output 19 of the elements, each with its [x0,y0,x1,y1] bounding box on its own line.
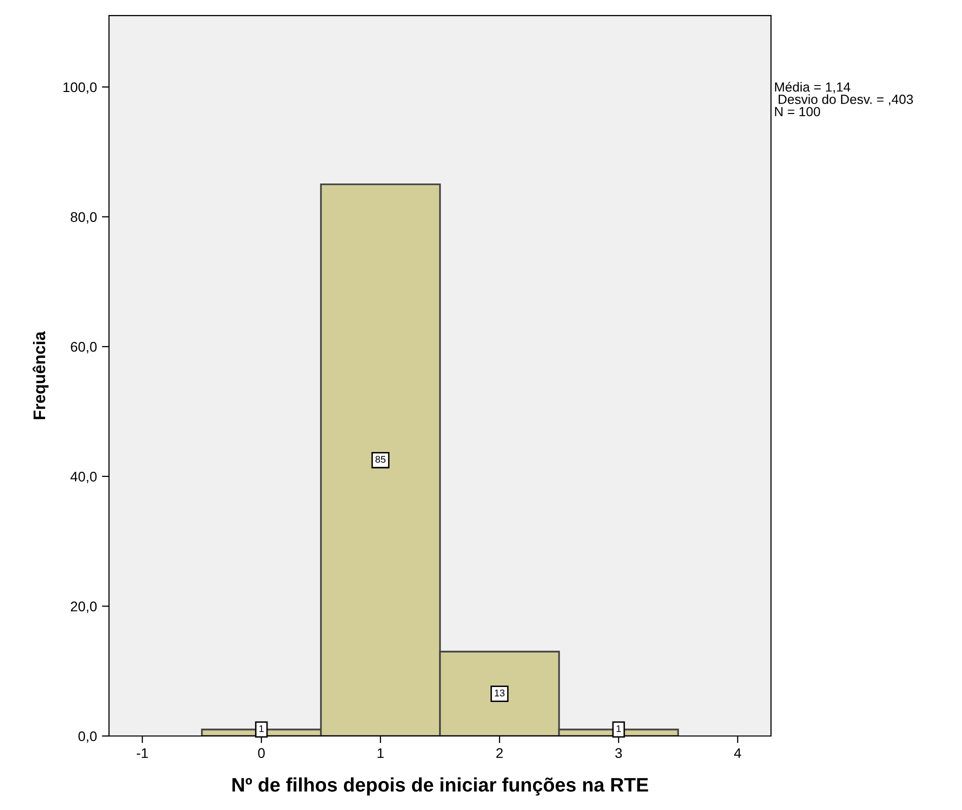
data-label: 13 [494,690,505,696]
x-tick-label: -1 [136,748,148,758]
y-tick-label: 0,0 [78,731,97,743]
y-tick-label: 80,0 [70,212,97,224]
text: Média = 1,14 Desvio do Desv. = ,403 N = 100 [775,82,913,116]
x-tick-label: 1 [378,748,384,758]
x-tick-label: 2 [496,748,503,758]
data-label: 1 [259,725,264,732]
y-tick-label: 40,0 [70,472,97,484]
data-label: 85 [375,456,386,463]
x-axis-title: Nº de filhos depois de iniciar funções na RTE [232,777,648,796]
y-tick-label: 20,0 [70,602,97,614]
y-axis-title: Frequência [32,331,49,420]
y-tick-label: 60,0 [70,342,97,354]
data-label: 1 [616,725,621,732]
y-tick-label: 100,0 [64,82,97,94]
x-tick-label: 3 [615,748,622,758]
x-tick-label: 0 [258,748,265,758]
x-tick-label: 4 [734,748,742,758]
